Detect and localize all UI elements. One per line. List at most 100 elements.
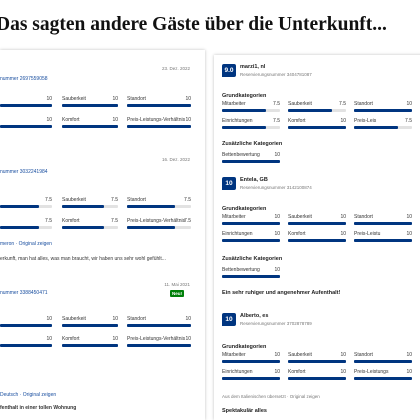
rating-value: 10	[46, 336, 52, 342]
rating-value: 10	[274, 352, 280, 358]
rating-bar	[222, 126, 266, 129]
rating-bar	[354, 109, 412, 112]
rating-value: 10	[185, 336, 191, 342]
rating-value: 10	[46, 96, 52, 102]
section-heading: Grundkategorien	[222, 206, 267, 212]
rating-bar	[222, 160, 280, 163]
reviewer-name: Alberto, es	[240, 313, 269, 319]
new-badge: Neu!	[170, 290, 184, 297]
reservation-number: nummer 3388450471	[0, 290, 48, 296]
rating-bar	[354, 239, 412, 242]
rating-value: 10	[340, 352, 346, 358]
left-panel	[0, 50, 205, 420]
rating-label: Standort	[127, 316, 146, 322]
rating-label: Preis-Leistungs-Verhältnis	[127, 117, 186, 123]
rating-bar	[62, 344, 118, 347]
rating-value: 10	[112, 336, 118, 342]
rating-value: 10	[406, 101, 412, 107]
reviewer-name: marzi1, nl	[240, 64, 266, 70]
rating-bar	[288, 109, 332, 112]
rating-bar	[354, 377, 412, 380]
rating-label: Sauberkeit	[62, 197, 86, 203]
review-date: 11. Mai 2021	[164, 282, 190, 287]
reservation-number: nummer 2697559058	[0, 76, 48, 82]
original-link: Aus dem Italienischen übersetzt · Origin…	[222, 394, 320, 399]
rating-bar	[222, 222, 280, 225]
rating-value: 7.5	[184, 197, 191, 203]
rating-value: 10	[406, 214, 412, 220]
rating-value: 10	[185, 96, 191, 102]
rating-label: Standort	[127, 96, 146, 102]
rating-value: 10	[340, 369, 346, 375]
rating-bar	[288, 239, 346, 242]
section-heading: Zusätzliche Kategorien	[222, 256, 283, 262]
rating-value: 10	[46, 316, 52, 322]
rating-label: Preis-Leis	[354, 118, 377, 124]
rating-bar	[127, 205, 175, 208]
rating-label: Standort	[127, 197, 146, 203]
section-heading: Grundkategorien	[222, 344, 267, 350]
review-comment: Spektakulär alles	[222, 408, 267, 414]
rating-value: 10	[274, 369, 280, 375]
rating-value: 10	[274, 267, 280, 273]
score-badge: 10	[222, 313, 236, 326]
rating-label: Komfort	[62, 117, 80, 123]
rating-bar	[62, 226, 104, 229]
review-text: fenthalt in einer tollen Wohnung	[0, 405, 77, 411]
rating-bar	[62, 104, 118, 107]
rating-bar	[354, 222, 412, 225]
review-comment: Ein sehr ruhiger und angenehmer Aufentha…	[222, 290, 341, 296]
rating-bar	[62, 324, 118, 327]
rating-value: 10	[274, 231, 280, 237]
rating-bar	[288, 377, 346, 380]
rating-label: Einrichtungen	[222, 369, 253, 375]
rating-value: 10	[340, 214, 346, 220]
rating-bar	[354, 360, 412, 363]
rating-value: 10	[112, 117, 118, 123]
rating-label: Mitarbeiter	[222, 352, 246, 358]
rating-label: Preis-Leistungs-Verhältnis	[127, 336, 186, 342]
page-title: Das sagten andere Gäste über die Unterku…	[0, 14, 387, 35]
rating-label: Sauberkeit	[288, 214, 312, 220]
rating-value: 7.5	[405, 118, 412, 124]
rating-label: Einrichtungen	[222, 118, 253, 124]
review-text: erkunft, man hat alles, was man braucht,…	[0, 256, 166, 262]
rating-label: Preis-Leistu	[354, 231, 381, 237]
rating-bar	[222, 109, 266, 112]
rating-bar	[127, 344, 191, 347]
rating-bar	[62, 205, 104, 208]
rating-label: Einrichtungen	[222, 231, 253, 237]
rating-label: Mitarbeiter	[222, 101, 246, 107]
section-heading: Zusätzliche Kategorien	[222, 141, 283, 147]
rating-label: Komfort	[288, 118, 306, 124]
reservation-number: nummer 3032241984	[0, 169, 48, 175]
rating-label: Komfort	[62, 218, 80, 224]
rating-bar	[288, 360, 346, 363]
rating-label: Bettenbewertung	[222, 152, 260, 158]
rating-value: 7.5	[45, 218, 52, 224]
rating-bar	[127, 125, 191, 128]
rating-bar	[0, 205, 39, 208]
rating-label: Standort	[354, 352, 373, 358]
reviewer-name: Entela, GB	[240, 177, 268, 183]
rating-value: 10	[340, 231, 346, 237]
rating-label: Komfort	[288, 369, 306, 375]
review-date: 16. Dez. 2022	[161, 157, 190, 162]
rating-bar	[127, 324, 191, 327]
rating-value: 10	[274, 152, 280, 158]
reservation-number: Reservierungsnummer 3142100874	[240, 185, 312, 190]
rating-bar	[127, 104, 191, 107]
reservation-number: Reservierungsnummer 3404781087	[240, 72, 312, 77]
rating-value: 10	[340, 118, 346, 124]
rating-value: 10	[112, 96, 118, 102]
rating-bar	[222, 239, 280, 242]
rating-value: 7.5	[111, 197, 118, 203]
rating-value: 10	[185, 117, 191, 123]
rating-label: Preis-Leistungs	[354, 369, 389, 375]
rating-label: Sauberkeit	[288, 352, 312, 358]
rating-bar	[0, 324, 52, 327]
rating-label: Mitarbeiter	[222, 214, 246, 220]
original-link: Deutsch · Original zeigen	[0, 392, 57, 398]
section-heading: Grundkategorien	[222, 93, 267, 99]
rating-bar	[288, 222, 346, 225]
